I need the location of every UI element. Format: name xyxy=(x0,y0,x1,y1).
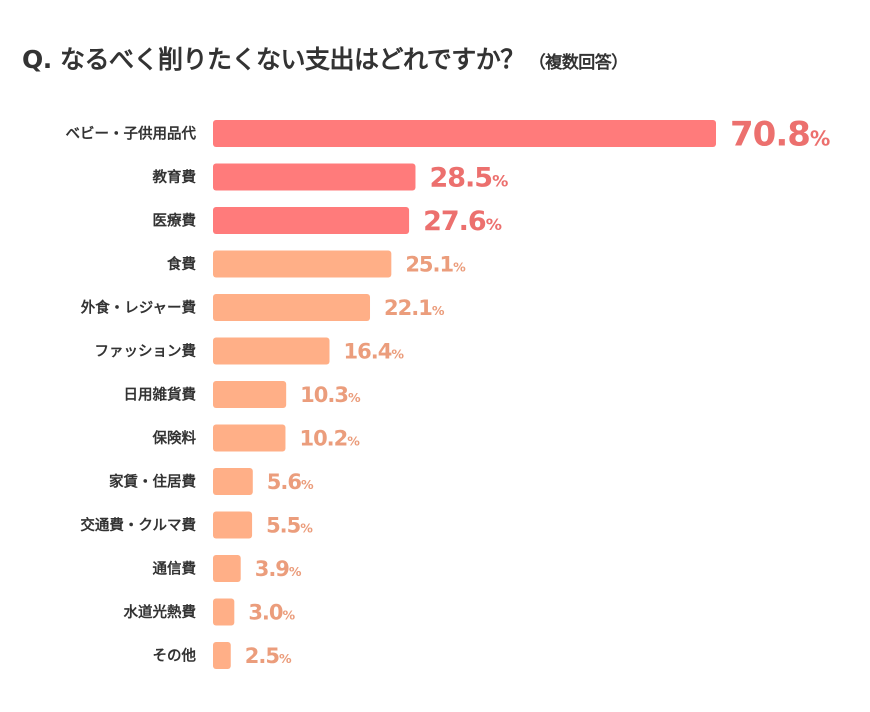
value-unit: % xyxy=(279,651,292,666)
category-label: 保険料 xyxy=(152,429,197,447)
bar xyxy=(213,468,253,495)
value-number: 28.5 xyxy=(429,163,492,194)
value-label: 3.9% xyxy=(255,557,302,581)
value-unit: % xyxy=(300,521,313,536)
value-number: 22.1 xyxy=(384,296,432,320)
value-unit: % xyxy=(432,303,445,318)
value-label: 5.5% xyxy=(266,514,313,538)
value-unit: % xyxy=(348,390,361,405)
value-unit: % xyxy=(810,127,830,151)
bar xyxy=(213,163,416,191)
category-label: 教育費 xyxy=(152,168,197,186)
category-label: 交通費・クルマ費 xyxy=(80,516,196,534)
value-number: 27.6 xyxy=(423,206,486,237)
value-label: 10.2% xyxy=(299,427,360,451)
value-number: 2.5 xyxy=(245,644,280,668)
value-label: 10.3% xyxy=(300,383,361,407)
value-label: 2.5% xyxy=(245,644,292,668)
bar xyxy=(213,642,231,669)
question-text: Q. なるべく削りたくない支出はどれですか？ xyxy=(22,45,525,74)
category-label: 通信費 xyxy=(153,560,197,578)
category-label: その他 xyxy=(153,647,197,665)
category-label: 家賃・住居費 xyxy=(109,473,196,491)
value-unit: % xyxy=(391,347,404,362)
bar xyxy=(213,250,392,278)
value-number: 5.6 xyxy=(267,470,302,494)
bar xyxy=(213,207,410,234)
bar xyxy=(213,337,330,365)
question-subtitle: （複数回答） xyxy=(528,53,629,73)
bar xyxy=(213,120,716,147)
value-number: 70.8 xyxy=(730,115,810,155)
category-label: 医療費 xyxy=(153,212,197,230)
value-number: 10.3 xyxy=(300,383,348,407)
value-unit: % xyxy=(283,608,296,623)
value-unit: % xyxy=(453,260,466,275)
value-label: 3.0% xyxy=(248,601,295,625)
value-number: 3.0 xyxy=(248,601,283,625)
value-label: 5.6% xyxy=(267,470,314,494)
bar xyxy=(213,381,287,408)
value-number: 3.9 xyxy=(255,557,290,581)
bar xyxy=(213,511,253,539)
bar xyxy=(213,294,371,321)
chart-title: Q. なるべく削りたくない支出はどれですか？ （複数回答） xyxy=(22,40,628,76)
value-label: 25.1% xyxy=(405,253,466,277)
value-label: 22.1% xyxy=(384,296,445,320)
value-number: 5.5 xyxy=(266,514,301,538)
value-unit: % xyxy=(301,477,314,492)
value-label: 27.6% xyxy=(423,206,502,237)
category-label: 食費 xyxy=(167,255,196,273)
value-label: 28.5% xyxy=(429,163,508,194)
value-label: 16.4% xyxy=(344,340,405,364)
value-unit: % xyxy=(492,172,508,191)
category-label: 水道光熱費 xyxy=(124,603,197,621)
category-label: 外食・レジャー費 xyxy=(81,299,197,317)
value-unit: % xyxy=(289,564,302,579)
value-unit: % xyxy=(347,434,360,449)
value-number: 10.2 xyxy=(299,427,347,451)
bar xyxy=(213,598,235,626)
value-number: 25.1 xyxy=(405,253,453,277)
value-label: 70.8% xyxy=(730,115,830,155)
value-unit: % xyxy=(486,215,502,234)
bar xyxy=(213,424,286,452)
bar xyxy=(213,555,241,582)
category-label: ファッション費 xyxy=(95,342,197,360)
category-label: 日用雑貨費 xyxy=(124,386,197,404)
value-number: 16.4 xyxy=(344,340,392,364)
category-label: ベビー・子供用品代 xyxy=(66,125,197,143)
